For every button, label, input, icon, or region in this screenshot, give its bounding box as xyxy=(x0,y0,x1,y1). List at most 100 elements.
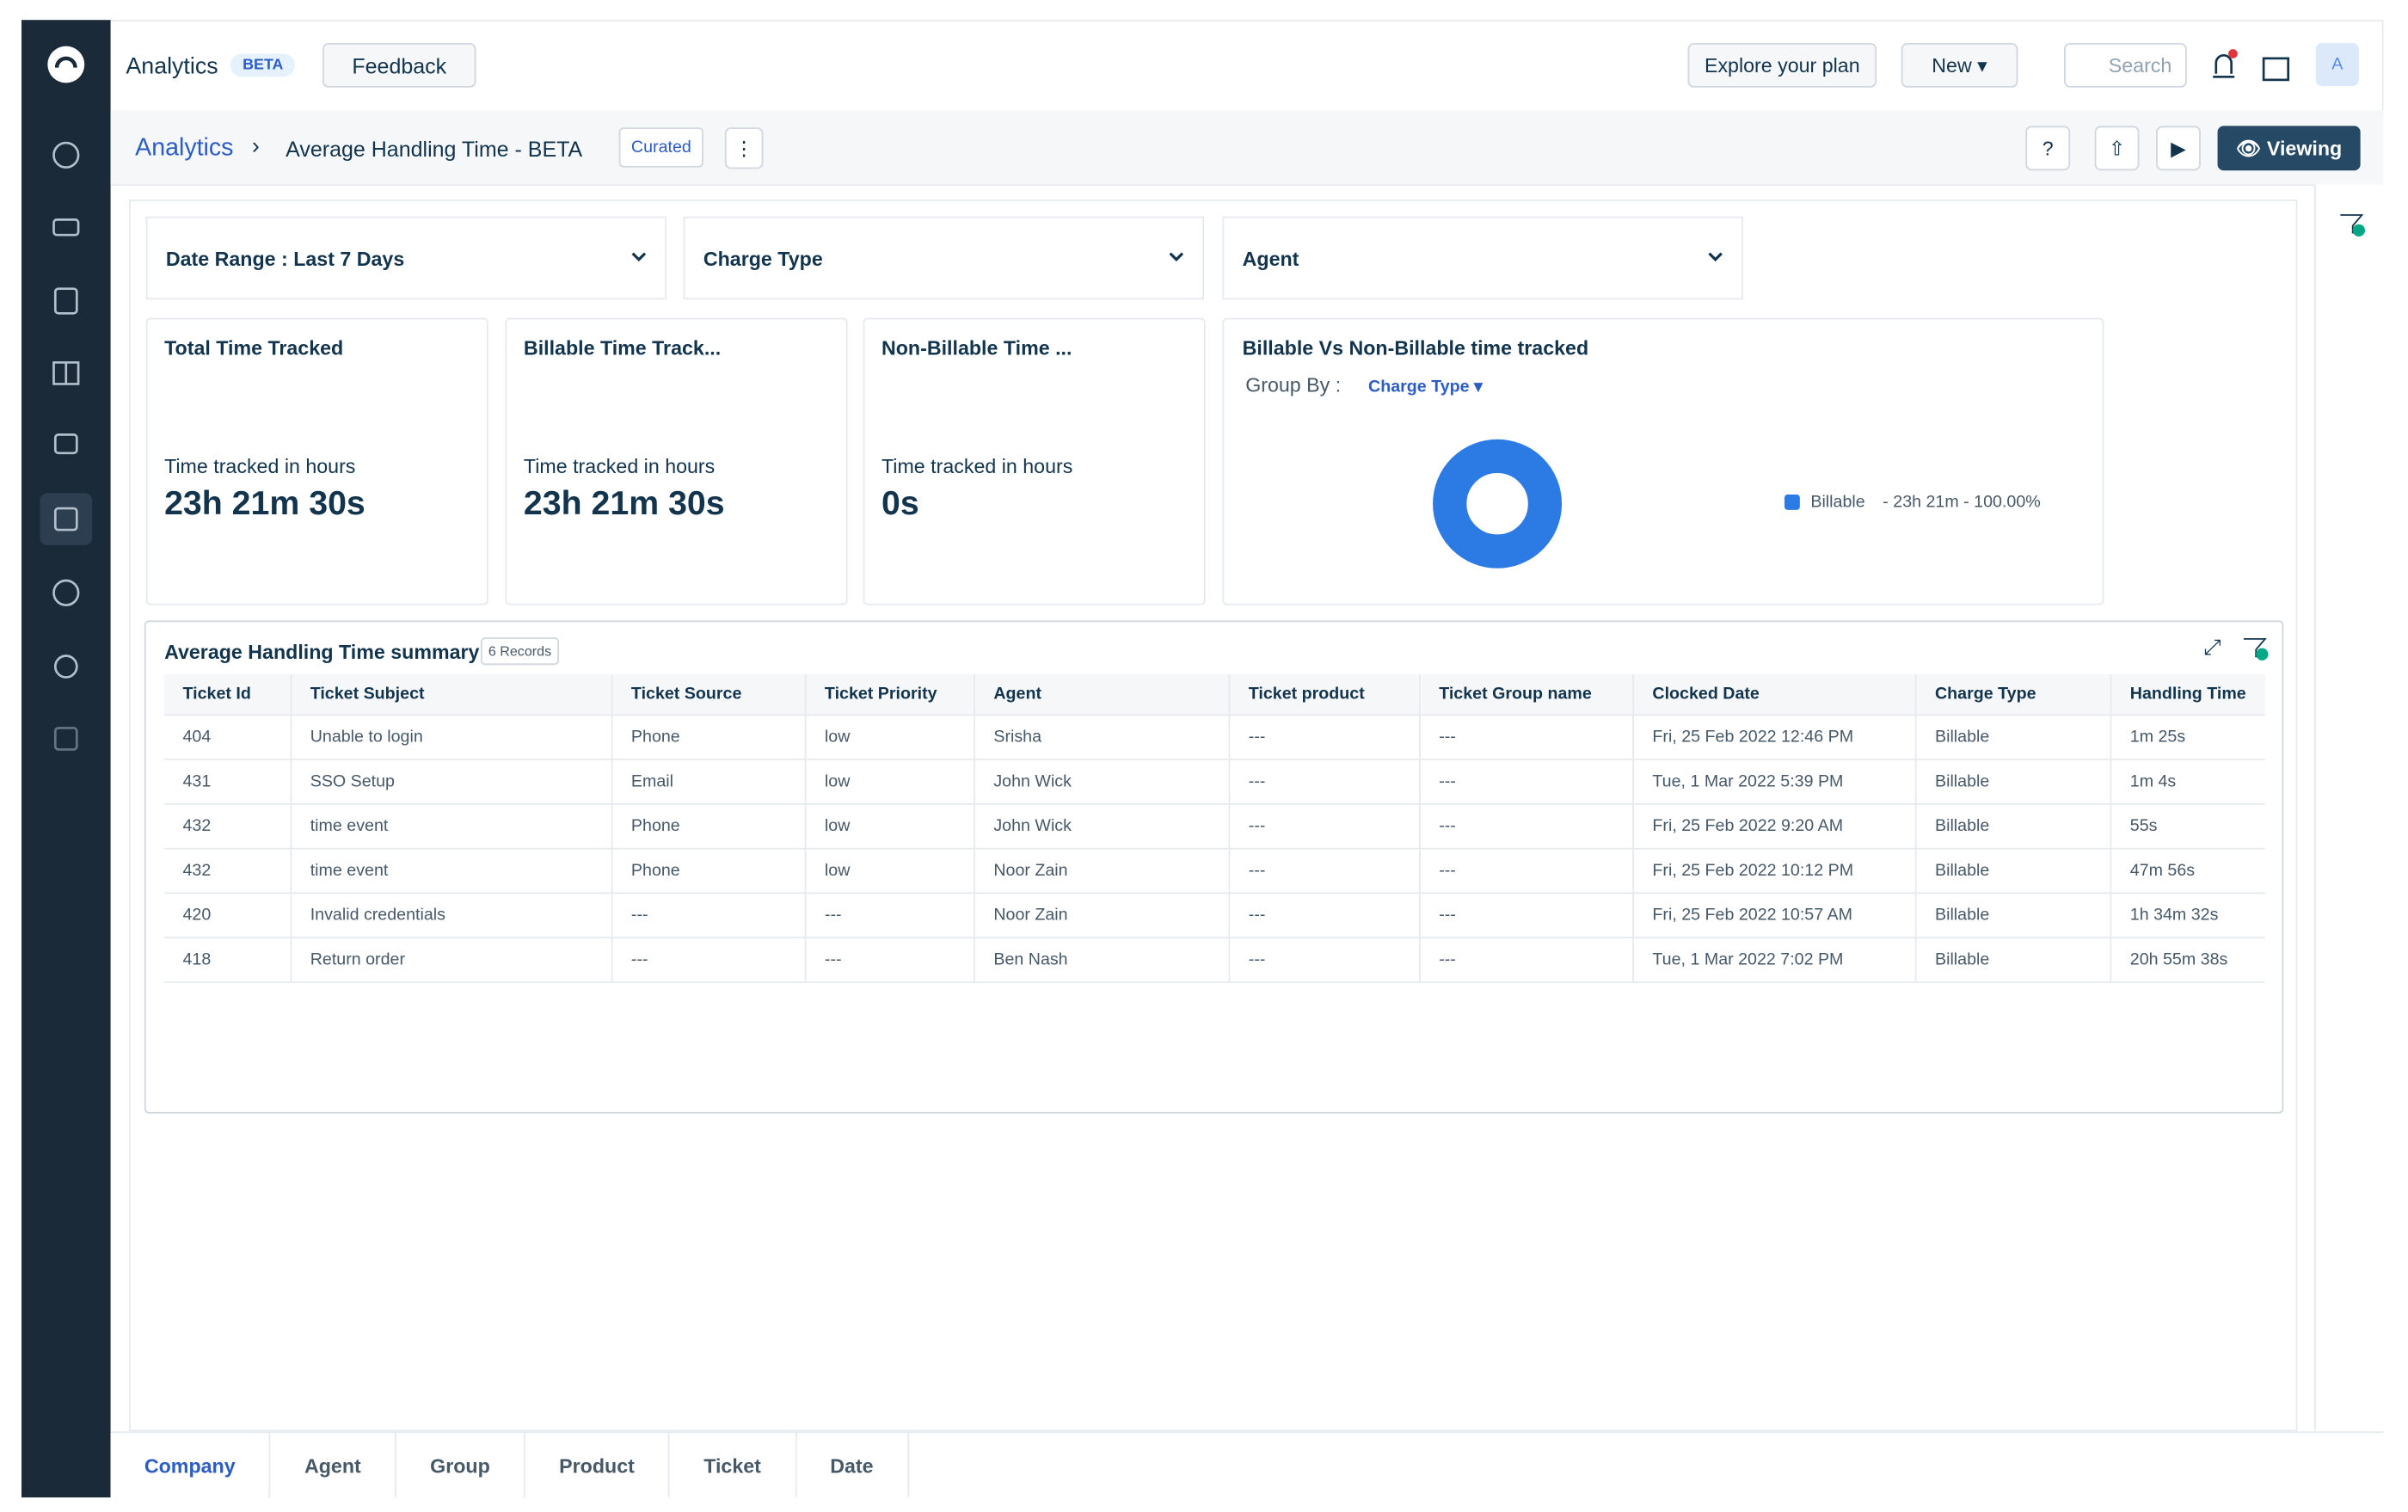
table-cell: --- xyxy=(1229,893,1421,939)
report-title: Average Handling Time - BETA xyxy=(286,136,583,162)
card-title: Non-Billable Time ... xyxy=(881,336,1072,360)
legend-label: Billable xyxy=(1810,493,1865,512)
group-by-select[interactable]: Charge Type ▾ xyxy=(1368,378,1483,396)
summary-widget: Average Handling Time summary 6 Records … xyxy=(144,620,2284,1114)
table-cell: Phone xyxy=(611,848,807,894)
table-cell: Tue, 1 Mar 2022 7:02 PM xyxy=(1633,937,1917,983)
chevron xyxy=(1708,252,1723,262)
filter-dropdown[interactable]: Agent xyxy=(1222,216,1743,300)
present-button[interactable]: ▶ xyxy=(2156,126,2201,171)
table-cell: Unable to login xyxy=(291,715,613,760)
help-button[interactable]: ? xyxy=(2025,126,2071,171)
tab[interactable]: Agent xyxy=(271,1433,396,1498)
legend-swatch xyxy=(1784,494,1800,510)
column-header: Ticket Priority xyxy=(805,673,975,716)
legend-value: - 23h 21m - 100.00% xyxy=(1883,493,2041,512)
table-cell: 47m 56s xyxy=(2110,848,2265,894)
app-title: Analytics xyxy=(126,53,218,80)
breadcrumb-separator: › xyxy=(251,133,260,160)
tab[interactable]: Group xyxy=(396,1433,525,1498)
filter-dropdown[interactable]: Charge Type xyxy=(683,216,1204,300)
donut-card: Billable Vs Non-Billable time tracked Gr… xyxy=(1222,317,2104,605)
table-cell: 432 xyxy=(164,848,292,894)
table-cell: Noor Zain xyxy=(974,848,1231,894)
filter-label: Charge Type xyxy=(703,246,823,270)
card-value: 23h 21m 30s xyxy=(164,483,366,523)
card-value: 0s xyxy=(881,483,919,523)
card-label: Time tracked in hours xyxy=(881,454,1073,478)
viewing-label: Viewing xyxy=(2266,136,2343,160)
table-cell: 431 xyxy=(164,759,292,805)
card-title: Billable Time Track... xyxy=(523,336,722,360)
search-placeholder: Search xyxy=(2108,53,2172,77)
new-label: New xyxy=(1932,53,1972,77)
table-cell: --- xyxy=(1419,803,1634,850)
filter-icon[interactable] xyxy=(2339,212,2367,239)
table-row: 431 SSO Setup Email low John Wick --- --- Tue, … xyxy=(164,759,2265,805)
records-badge: 6 Records xyxy=(480,637,560,666)
table-cell: --- xyxy=(1229,759,1421,805)
table-cell: 55s xyxy=(2110,803,2265,850)
card-title: Total Time Tracked xyxy=(164,336,344,360)
sidebar xyxy=(21,20,111,1498)
more-button[interactable]: ⋮ xyxy=(724,127,764,169)
metric-card: Billable Time Track... Time tracked in ho… xyxy=(505,317,848,605)
table-cell: --- xyxy=(805,893,975,939)
table-cell: Billable xyxy=(1915,848,2112,894)
summary-table: Ticket Id Ticket Subject Ticket Source Tick… xyxy=(164,673,2265,983)
column-header: Ticket Group name xyxy=(1419,673,1634,716)
new-button[interactable]: New ▾ xyxy=(1901,42,2018,88)
filter-label: Date Range : Last 7 Days xyxy=(165,246,405,270)
table-cell: Fri, 25 Feb 2022 12:46 PM xyxy=(1633,715,1917,760)
filter-dropdown[interactable]: Date Range : Last 7 Days xyxy=(145,216,666,300)
export-button[interactable]: ⇧ xyxy=(2094,126,2140,171)
header-row: Ticket Id Ticket Subject Ticket Source Tick… xyxy=(164,673,2265,716)
tab[interactable]: Product xyxy=(525,1433,670,1498)
table-title: Average Handling Time summary xyxy=(164,640,480,664)
table-cell: Fri, 25 Feb 2022 10:57 AM xyxy=(1633,893,1917,939)
top-bar: Analytics BETA Feedback Explore your pla… xyxy=(110,20,2384,113)
header-icons xyxy=(2213,49,2290,82)
table-row: 432 time event Phone low John Wick --- --- Fri,… xyxy=(164,803,2265,850)
donut-chart xyxy=(1433,439,1563,569)
feedback-button[interactable]: Feedback xyxy=(322,42,476,88)
table-cell: time event xyxy=(291,803,613,850)
tab[interactable]: Company xyxy=(111,1433,271,1498)
table-cell: Invalid credentials xyxy=(291,893,613,939)
beta-badge: BETA xyxy=(230,53,296,77)
table-cell: Billable xyxy=(1915,937,2112,983)
table-cell: --- xyxy=(805,937,975,983)
table-cell: --- xyxy=(1419,893,1634,939)
right-rail xyxy=(2314,184,2386,1432)
group-by-label: Group By : xyxy=(1245,372,1342,396)
expand-icon[interactable]: ⤢ xyxy=(2203,634,2221,660)
table-row: 432 time event Phone low Noor Zain --- --- Fri,… xyxy=(164,848,2265,894)
table-cell: --- xyxy=(1419,715,1634,760)
page-header: Analytics › Average Handling Time - BETA… xyxy=(110,110,2384,187)
table-cell: John Wick xyxy=(974,759,1231,805)
table-cell: --- xyxy=(1229,803,1421,850)
avatar[interactable]: A xyxy=(2315,42,2359,86)
table-filter-icon[interactable] xyxy=(2242,636,2270,663)
table-row: 418 Return order --- --- Ben Nash --- --- Tue, … xyxy=(164,937,2265,983)
table-cell: Phone xyxy=(611,715,807,760)
viewing-button[interactable]: 👁 Viewing xyxy=(2217,126,2361,171)
filter-label: Agent xyxy=(1242,246,1299,270)
explore-button[interactable]: Explore your plan xyxy=(1687,42,1877,88)
tab[interactable]: Ticket xyxy=(670,1433,796,1498)
table-cell: --- xyxy=(1419,937,1634,983)
table-cell: Return order xyxy=(291,937,613,983)
tab[interactable]: Date xyxy=(796,1433,909,1498)
column-header: Ticket Id xyxy=(164,673,292,716)
breadcrumb-link[interactable]: Analytics xyxy=(135,135,234,162)
table-cell: --- xyxy=(1419,848,1634,894)
card-value: 23h 21m 30s xyxy=(523,483,725,523)
table-cell: 418 xyxy=(164,937,292,983)
table-cell: Billable xyxy=(1915,893,2112,939)
search-box[interactable]: Search xyxy=(2063,42,2187,88)
column-header: Handling Time xyxy=(2110,673,2265,716)
table-cell: --- xyxy=(1229,937,1421,983)
curated-tag: Curated xyxy=(618,127,704,168)
table-cell: Tue, 1 Mar 2022 5:39 PM xyxy=(1633,759,1917,805)
donut-title: Billable Vs Non-Billable time tracked xyxy=(1242,336,1589,360)
